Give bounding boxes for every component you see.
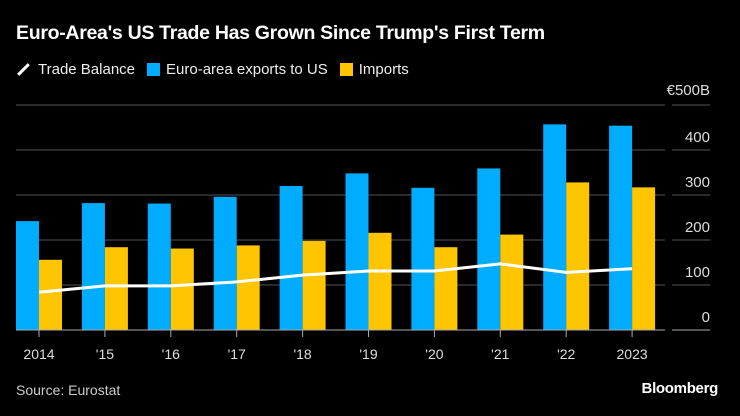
- import-bar: [39, 259, 62, 330]
- legend-item-exports: Euro-area exports to US: [147, 61, 328, 78]
- export-bar: [477, 168, 501, 330]
- import-bar: [434, 247, 458, 330]
- x-tick-label: '17: [228, 346, 246, 362]
- legend-label: Imports: [358, 61, 409, 78]
- x-tick-label: '20: [425, 346, 443, 362]
- export-bar: [543, 124, 567, 330]
- x-tick-label: '22: [557, 346, 575, 362]
- x-tick-label: '16: [162, 346, 180, 362]
- legend: Trade Balance Euro-area exports to US Im…: [16, 61, 421, 78]
- export-bar: [16, 221, 39, 330]
- export-bar: [345, 173, 369, 330]
- y-tick-label: 100: [685, 264, 710, 281]
- trade-balance-line: [38, 262, 633, 294]
- x-tick-label: 2014: [23, 346, 54, 362]
- import-bar: [368, 232, 392, 330]
- swatch-icon: [147, 63, 161, 76]
- legend-label: Euro-area exports to US: [166, 61, 328, 78]
- y-tick-label: 300: [685, 174, 710, 191]
- export-bar: [147, 203, 171, 330]
- export-bar: [411, 187, 435, 330]
- x-tick-label: '15: [96, 346, 114, 362]
- import-bar: [632, 187, 656, 330]
- x-tick-label: '18: [293, 346, 311, 362]
- y-tick-label: 400: [685, 129, 710, 146]
- y-tick-label: 0: [702, 309, 710, 326]
- legend-label: Trade Balance: [38, 61, 136, 78]
- x-tick-label: '21: [491, 346, 509, 362]
- bloomberg-logo: Bloomberg: [641, 380, 719, 397]
- source-note: Source: Eurostat: [16, 382, 121, 398]
- import-bar: [104, 247, 128, 330]
- export-bar: [213, 196, 237, 330]
- x-tick-label: '19: [359, 346, 377, 362]
- legend-item-imports: Imports: [339, 61, 409, 78]
- chart-title: Euro-Area's US Trade Has Grown Since Tru…: [16, 22, 545, 44]
- swatch-icon: [339, 63, 353, 76]
- y-tick-label: 200: [685, 219, 710, 236]
- import-bar: [170, 248, 194, 330]
- import-bar: [500, 234, 524, 330]
- export-bar: [81, 203, 105, 330]
- x-tick-label: 2023: [617, 346, 648, 362]
- import-bar: [302, 240, 326, 330]
- export-bar: [609, 125, 633, 330]
- import-bar: [566, 182, 590, 330]
- y-axis-unit-label: €500B: [666, 82, 710, 99]
- import-bar: [236, 245, 260, 330]
- export-bar: [279, 186, 303, 330]
- legend-item-trade-balance: Trade Balance: [16, 61, 135, 78]
